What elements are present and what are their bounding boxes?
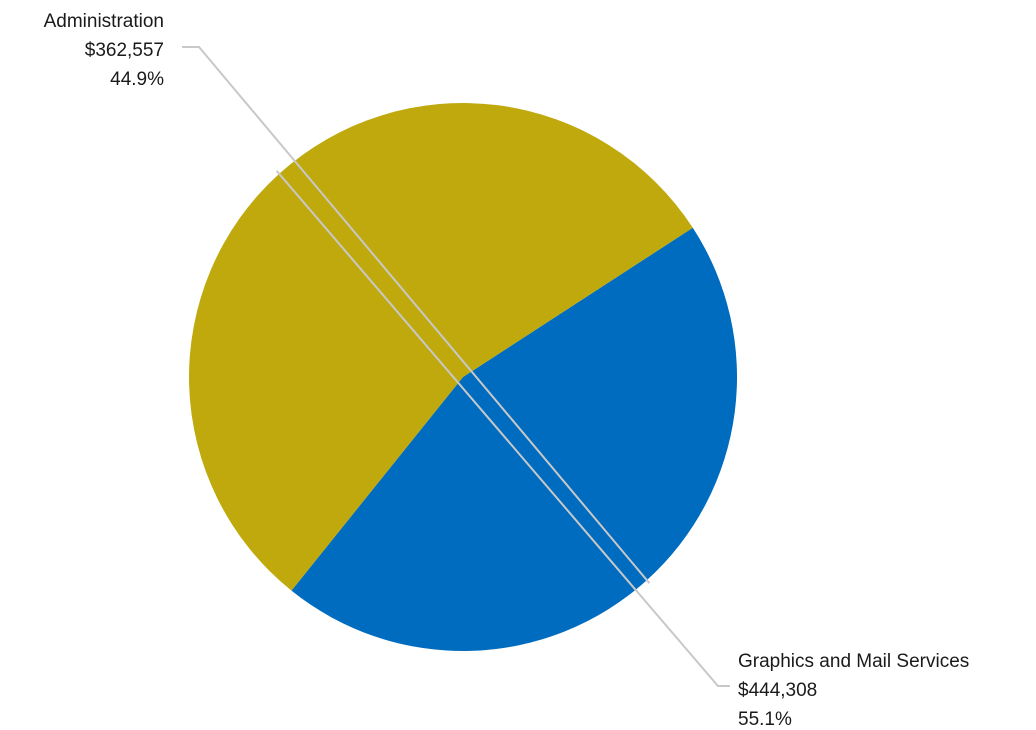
slice-label-administration-name: Administration bbox=[44, 11, 164, 32]
leader-line-administration bbox=[182, 46, 651, 584]
slice-label-graphics-mail-percent: 55.1% bbox=[738, 709, 792, 730]
slice-label-administration-value: $362,557 bbox=[85, 40, 164, 61]
pie-slices bbox=[189, 103, 738, 652]
pie-slice-administration bbox=[291, 227, 738, 652]
pie-slice-graphics-and-mail-services bbox=[189, 103, 693, 591]
label-administration: Administration $362,557 44.9% bbox=[44, 11, 164, 90]
leader-line-graphics-mail bbox=[275, 170, 730, 687]
slice-label-graphics-mail-value: $444,308 bbox=[738, 680, 817, 701]
leader-lines bbox=[182, 46, 730, 687]
slice-label-graphics-mail-name: Graphics and Mail Services bbox=[738, 651, 969, 672]
slice-label-administration-percent: 44.9% bbox=[110, 69, 164, 90]
label-graphics-mail: Graphics and Mail Services $444,308 55.1… bbox=[738, 651, 969, 730]
